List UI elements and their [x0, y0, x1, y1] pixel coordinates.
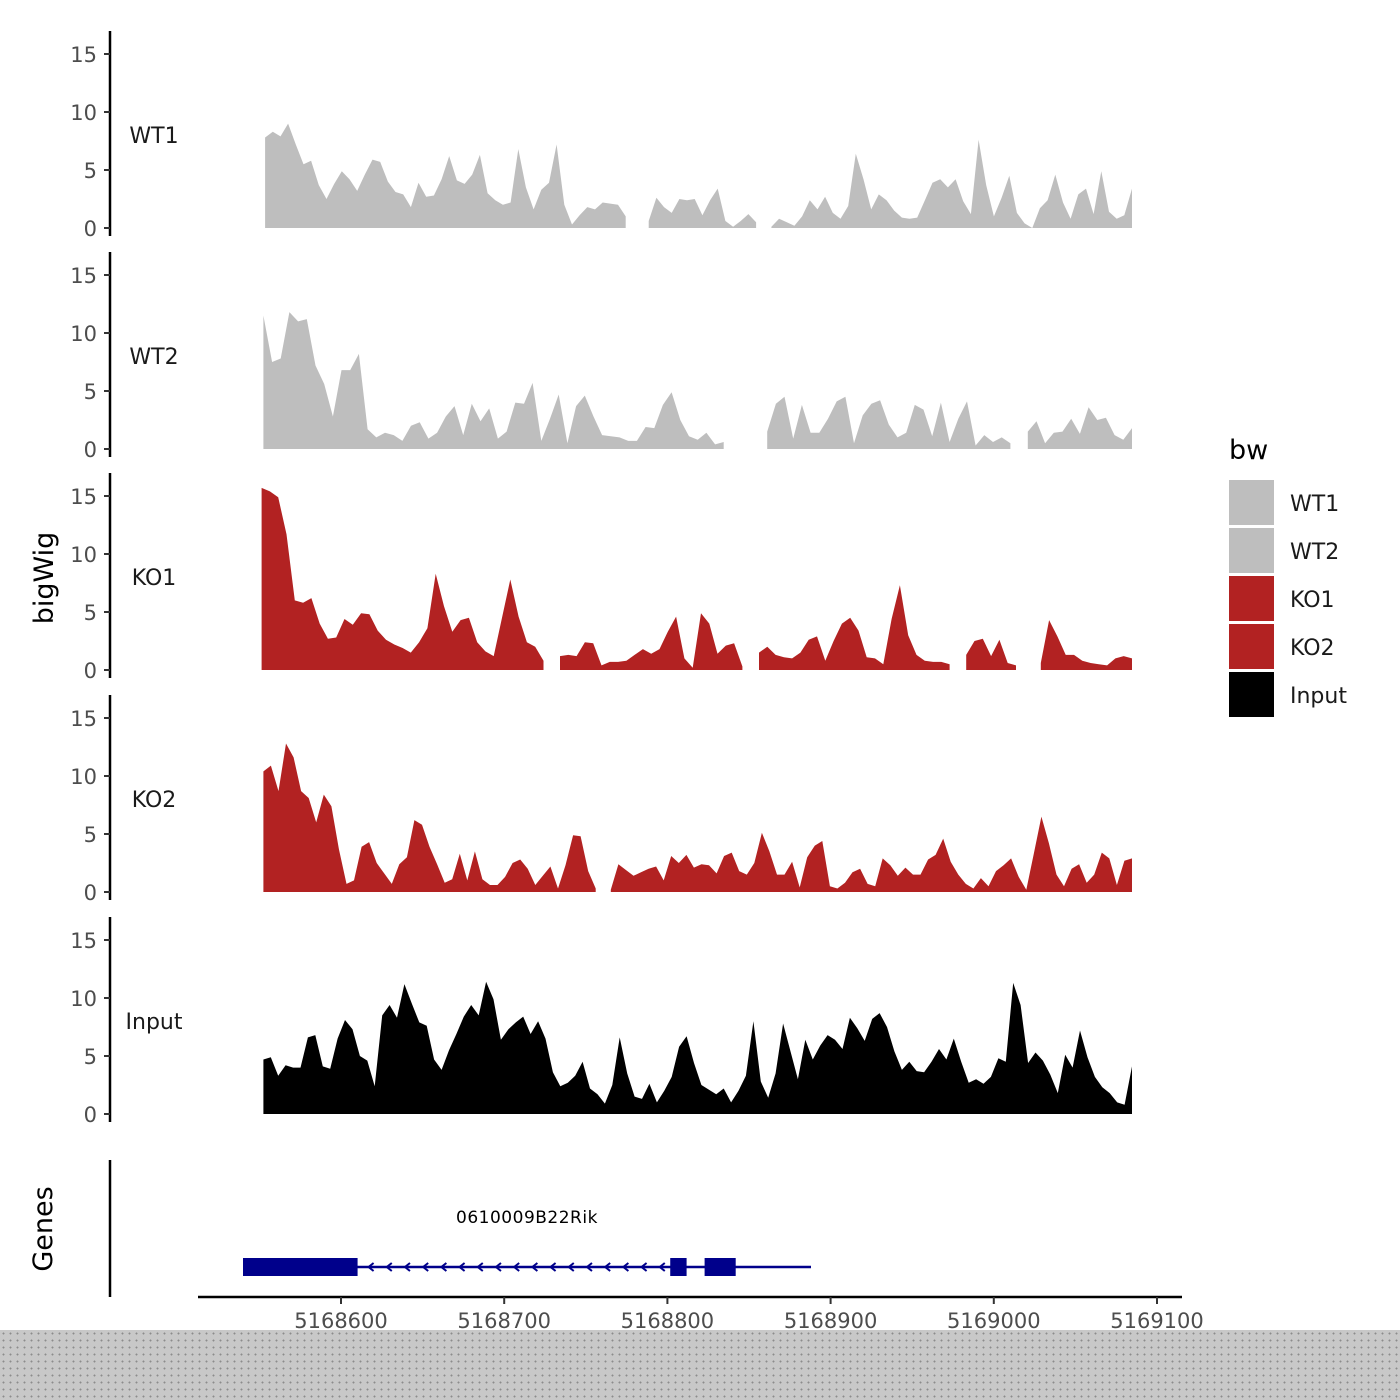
strand-arrow-icon — [548, 1262, 557, 1272]
obscured-region — [0, 1330, 1400, 1400]
y-tick-label: 10 — [70, 322, 97, 346]
legend-swatch-wt2 — [1229, 528, 1274, 573]
y-tick-label: 15 — [70, 485, 97, 509]
gene-exon — [243, 1258, 358, 1276]
legend-label: Input — [1290, 684, 1347, 709]
track-label: Input — [126, 1010, 183, 1035]
track-ko2: 0 5 10 15 KO2 — [70, 695, 1132, 905]
signal-area — [263, 981, 1132, 1114]
x-tick-label: 5168800 — [621, 1309, 715, 1333]
legend-title: bw — [1229, 435, 1268, 466]
track-wt1: 0 5 10 15 WT1 — [70, 31, 1132, 241]
signal-area — [648, 188, 757, 228]
track-input: 0 5 10 15 Input — [70, 917, 1132, 1127]
y-tick-label: 15 — [70, 929, 97, 953]
y-tick-label: 15 — [70, 264, 97, 288]
strand-arrow-icon — [439, 1262, 448, 1272]
signal-area — [966, 638, 1016, 670]
track-label: WT2 — [129, 345, 178, 370]
legend-swatch-ko1 — [1229, 576, 1274, 621]
gene-name-label: 0610009B22Rik — [456, 1208, 598, 1228]
y-tick-label: 5 — [84, 380, 97, 404]
signal-area — [767, 396, 1011, 449]
y-tick-label: 5 — [84, 823, 97, 847]
strand-arrow-icon — [603, 1262, 611, 1272]
strand-arrow-icon — [494, 1262, 502, 1272]
track-label: KO2 — [132, 788, 177, 813]
y-tick-label: 5 — [84, 1045, 97, 1069]
signal-area — [265, 123, 626, 228]
strand-arrow-icon — [530, 1262, 539, 1272]
signal-area — [1027, 407, 1132, 449]
x-tick-label: 5168700 — [457, 1309, 551, 1333]
track-label: KO1 — [132, 566, 177, 591]
y-tick-label: 15 — [70, 707, 97, 731]
track-ko1: 0 5 10 15 KO1 — [70, 473, 1132, 683]
strand-arrow-icon — [585, 1262, 593, 1272]
strand-arrow-icon — [639, 1262, 648, 1272]
y-tick-label: 5 — [84, 159, 97, 183]
legend: bw WT1 WT2 KO1 KO2 Input — [1229, 435, 1347, 717]
track-label: WT1 — [129, 124, 178, 149]
strand-arrow-icon — [512, 1262, 520, 1272]
y-tick-label: 0 — [84, 1103, 97, 1127]
strand-arrow-icon — [621, 1262, 630, 1272]
gene-exon — [704, 1258, 736, 1276]
y-tick-label: 10 — [70, 765, 97, 789]
strand-arrow-icon — [385, 1262, 393, 1272]
strand-arrow-icon — [658, 1262, 666, 1272]
legend-label: WT2 — [1290, 540, 1339, 565]
gene-track: Genes 0610009B22Rik 5168600 5168700 516880… — [28, 1160, 1204, 1333]
signal-area — [1040, 620, 1132, 670]
y-tick-label: 15 — [70, 43, 97, 67]
x-tick-label: 5168600 — [294, 1309, 388, 1333]
y-tick-label: 10 — [70, 543, 97, 567]
strand-arrow-icon — [403, 1262, 411, 1272]
strand-arrow-icon — [476, 1262, 484, 1272]
strand-arrow-icon — [457, 1262, 466, 1272]
legend-swatch-input — [1229, 672, 1274, 717]
track-wt2: 0 5 10 15 WT2 — [70, 252, 1132, 462]
strand-arrow-icon — [366, 1262, 375, 1272]
signal-area — [771, 139, 1132, 228]
x-tick-label: 5168900 — [784, 1309, 878, 1333]
y-tick-label: 5 — [84, 601, 97, 625]
y-tick-label: 0 — [84, 881, 97, 905]
signal-area — [261, 487, 544, 670]
y-tick-label: 10 — [70, 101, 97, 125]
y-tick-label: 0 — [84, 438, 97, 462]
signal-area — [610, 816, 1132, 892]
signal-area — [263, 312, 724, 449]
y-tick-label: 0 — [84, 659, 97, 683]
signal-tracks: 0 5 10 15 WT1 0 5 10 15 WT2 0 5 10 15 KO1 0 5 10 15 KO2 0 5 10… — [70, 31, 1132, 1127]
gene-track-title: Genes — [28, 1186, 59, 1271]
legend-label: KO1 — [1290, 588, 1335, 613]
signal-area — [759, 585, 950, 670]
signal-area — [263, 743, 596, 892]
strand-arrow-icon — [421, 1262, 429, 1272]
legend-label: WT1 — [1290, 492, 1339, 517]
y-tick-label: 10 — [70, 987, 97, 1011]
signal-area — [560, 613, 743, 670]
legend-swatch-wt1 — [1229, 480, 1274, 525]
y-tick-label: 0 — [84, 217, 97, 241]
x-tick-label: 5169000 — [947, 1309, 1041, 1333]
legend-swatch-ko2 — [1229, 624, 1274, 669]
y-axis-title: bigWig — [29, 532, 60, 625]
x-tick-label: 5169100 — [1110, 1309, 1204, 1333]
gene-exon — [670, 1258, 687, 1276]
legend-label: KO2 — [1290, 636, 1335, 661]
strand-arrow-icon — [567, 1262, 575, 1272]
